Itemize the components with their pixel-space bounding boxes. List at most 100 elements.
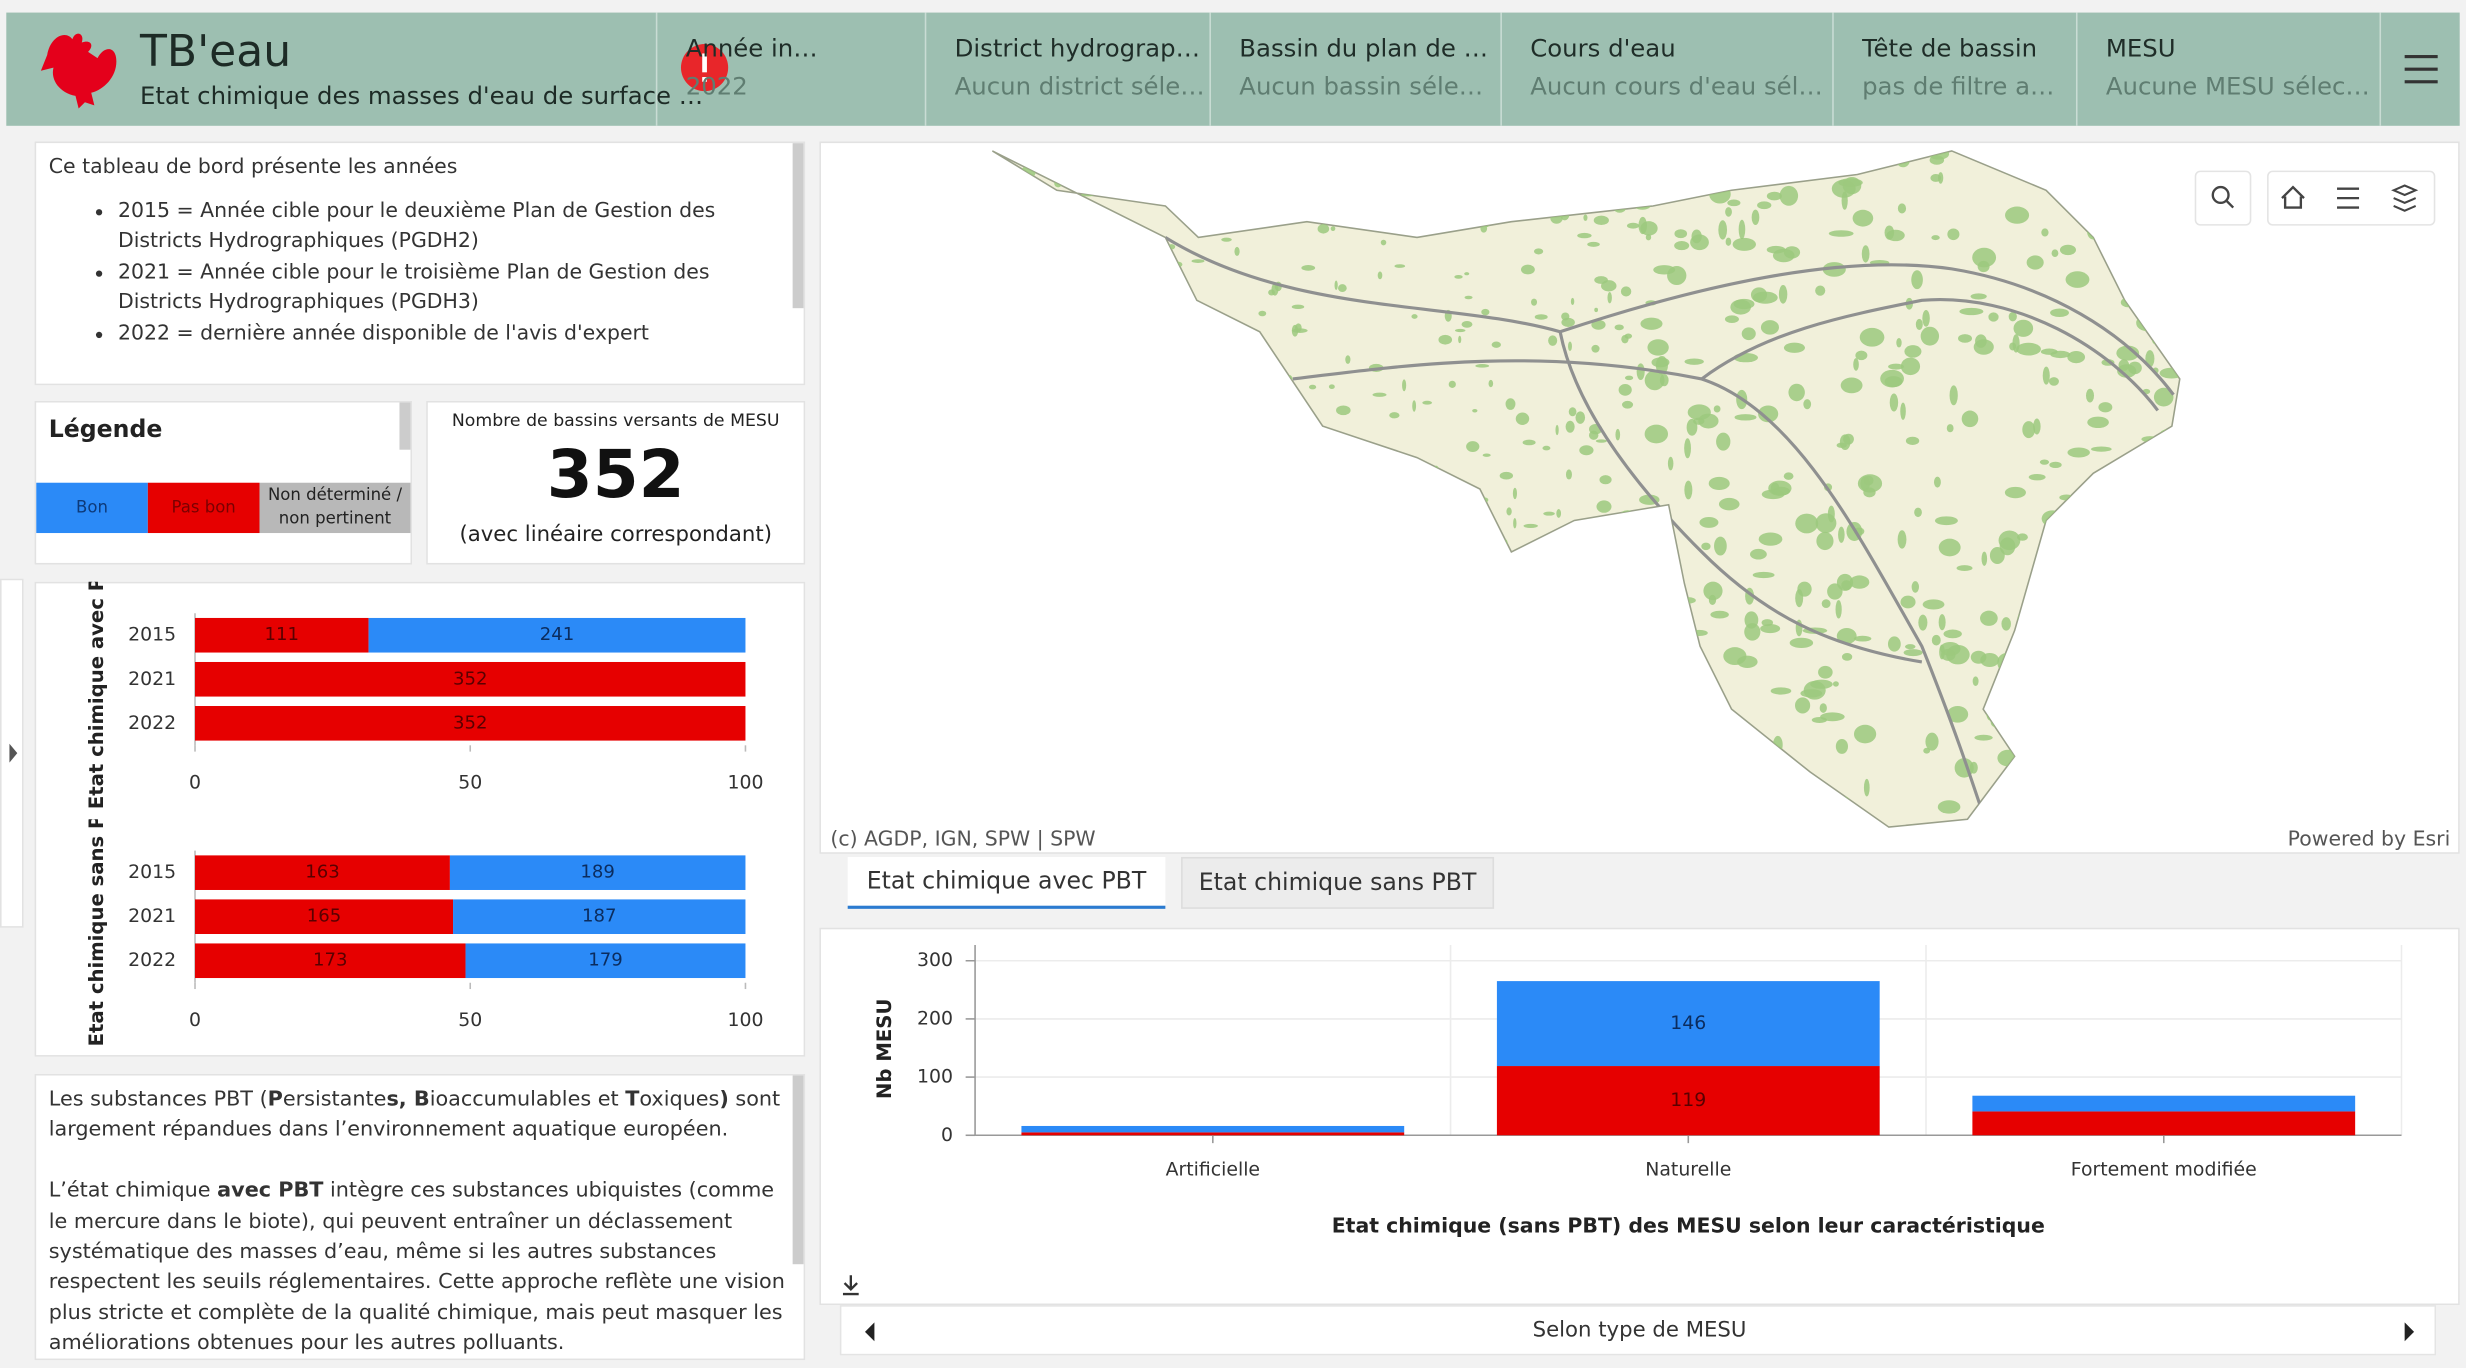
forest-patch: [1268, 380, 1274, 384]
scrollbar[interactable]: [792, 1075, 804, 1265]
forest-patch: [1328, 384, 1335, 390]
forest-patch: [1212, 732, 1225, 738]
forest-patch: [1806, 779, 1819, 793]
forest-patch: [1803, 399, 1812, 410]
forest-patch: [1352, 704, 1361, 713]
search-button[interactable]: [2194, 170, 2252, 226]
forest-patch: [2159, 367, 2180, 379]
forest-patch: [1061, 292, 1067, 301]
forest-patch: [1132, 364, 1145, 375]
filter[interactable]: Cours d'eau Aucun cours d'eau sél…: [1500, 12, 1832, 126]
forest-patch: [2120, 547, 2132, 553]
tab[interactable]: Etat chimique sans PBT: [1181, 856, 1495, 909]
map[interactable]: (c) AGDP, IGN, SPW | SPW Powered by Esri: [821, 143, 2460, 854]
forest-patch: [1224, 643, 1233, 647]
home-button[interactable]: [2281, 185, 2305, 209]
forest-patch: [1768, 150, 1774, 153]
forest-patch: [1495, 777, 1501, 783]
y-tick-label: 2022: [128, 712, 176, 734]
forest-patch: [1016, 779, 1030, 788]
forest-patch: [1061, 546, 1071, 554]
forest-patch: [1852, 209, 1874, 227]
forest-patch: [1380, 499, 1396, 505]
alert-dot: [702, 77, 707, 82]
forest-patch: [2163, 453, 2170, 472]
forest-patch: [2118, 359, 2130, 371]
forest-patch: [1198, 683, 1203, 692]
forest-patch: [2042, 171, 2061, 180]
forest-patch: [1473, 195, 1485, 203]
forest-patch: [1054, 568, 1062, 580]
y-tick-label: 0: [941, 1124, 953, 1146]
filter[interactable]: Tête de bassin pas de filtre a…: [1832, 12, 2076, 126]
scrollbar[interactable]: [399, 402, 411, 450]
forest-patch: [2089, 585, 2110, 606]
data-label: 187: [582, 906, 617, 927]
filter[interactable]: Année in… 2022: [655, 12, 925, 126]
download-icon[interactable]: [840, 1272, 862, 1297]
forest-patch: [1156, 746, 1161, 756]
forest-patch: [2092, 810, 2107, 822]
forest-patch: [1043, 741, 1056, 754]
filter[interactable]: Bassin du plan de … Aucun bassin séle…: [1209, 12, 1500, 126]
forest-patch: [1151, 576, 1166, 586]
forest-patch: [2127, 222, 2136, 239]
forest-patch: [2035, 691, 2047, 699]
forest-patch: [1047, 509, 1060, 520]
nav-prev[interactable]: [864, 1322, 875, 1342]
layers-button[interactable]: [2391, 184, 2419, 212]
forest-patch: [1336, 405, 1351, 416]
filter[interactable]: MESU Aucune MESU sélec…: [2075, 12, 2380, 126]
forest-patch: [1525, 742, 1537, 751]
forest-patch: [1667, 456, 1674, 471]
forest-patch: [1266, 454, 1271, 459]
forest-patch: [1045, 279, 1051, 285]
forest-patch: [1025, 285, 1038, 292]
forest-patch: [1636, 794, 1650, 802]
forest-patch: [1302, 696, 1316, 705]
nav-next[interactable]: [2404, 1322, 2415, 1342]
map-panel: (c) AGDP, IGN, SPW | SPW Powered by Esri: [819, 141, 2460, 854]
forest-patch: [1772, 248, 1795, 263]
forest-patch: [1131, 262, 1145, 275]
indicator-title: Nombre de bassins versants de MESU: [451, 410, 780, 431]
forest-patch: [1421, 645, 1430, 656]
forest-patch: [1178, 671, 1192, 681]
forest-patch: [1679, 159, 1696, 177]
side-toggle[interactable]: [0, 578, 24, 928]
y-axis-label: Etat chimique avec PB: [85, 582, 108, 809]
forest-patch: [992, 736, 995, 743]
forest-patch: [1853, 724, 1877, 744]
forest-patch: [1295, 323, 1302, 333]
forest-patch: [2141, 436, 2159, 443]
forest-patch: [1354, 594, 1359, 602]
forest-patch: [1491, 341, 1501, 348]
scrollbar[interactable]: [792, 143, 804, 309]
list-button[interactable]: [2337, 187, 2360, 209]
forest-patch: [2051, 249, 2059, 257]
forest-patch: [1334, 211, 1347, 216]
data-label: 119: [1670, 1089, 1706, 1111]
forest-patch: [1760, 624, 1781, 634]
forest-patch: [1896, 154, 1910, 168]
forest-patch: [1424, 564, 1437, 575]
forest-patch: [1897, 530, 1907, 549]
forest-patch: [1552, 150, 1562, 154]
menu[interactable]: [2379, 12, 2459, 126]
forest-patch: [1588, 430, 1599, 440]
forest-patch: [1479, 515, 1487, 521]
forest-patch: [2082, 723, 2091, 736]
tab[interactable]: Etat chimique avec PBT: [847, 856, 1166, 909]
forest-patch: [1073, 761, 1085, 774]
bar-segment: [1021, 1125, 1405, 1133]
forest-patch: [1138, 295, 1148, 300]
forest-patch: [1756, 808, 1769, 819]
forest-patch: [1030, 423, 1042, 433]
forest-patch: [1839, 434, 1851, 451]
filter[interactable]: District hydrograp… Aucun district séle…: [924, 12, 1210, 126]
forest-patch: [1583, 184, 1589, 192]
forest-patch: [1949, 385, 1958, 406]
forest-patch: [1380, 239, 1387, 246]
forest-patch: [1595, 439, 1608, 443]
forest-patch: [1100, 812, 1113, 818]
